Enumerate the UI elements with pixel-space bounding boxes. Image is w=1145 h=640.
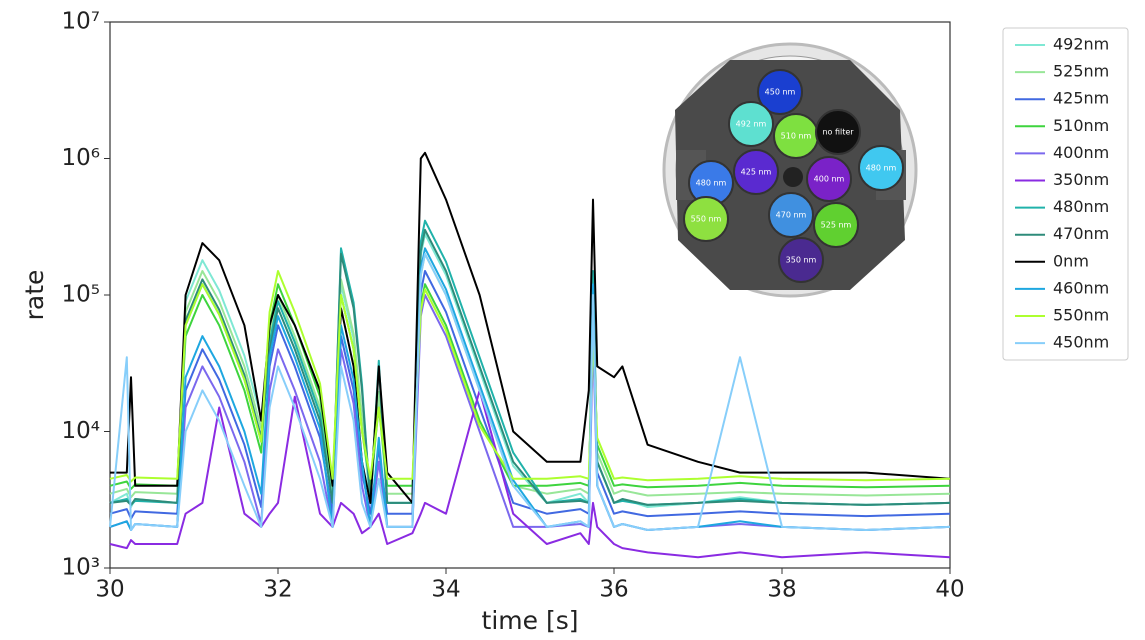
legend-label: 0nm — [1053, 251, 1089, 270]
filter — [768, 192, 814, 238]
filter-label: 425 nm — [741, 168, 772, 177]
filter — [778, 237, 824, 283]
x-tick-label: 36 — [599, 577, 628, 603]
legend-label: 350nm — [1053, 170, 1109, 189]
filter-label: no filter — [822, 128, 854, 137]
series-line — [109, 389, 951, 559]
filter-label: 510 nm — [781, 132, 812, 141]
x-tick-label: 38 — [767, 577, 796, 603]
legend-label: 550nm — [1053, 306, 1109, 325]
legend-label: 425nm — [1053, 89, 1109, 108]
legend-label: 470nm — [1053, 224, 1109, 243]
legend-label: 450nm — [1053, 333, 1109, 352]
inset-photo: 450 nm 492 nm 510 nm no filter 425 nm 400 nm 4… — [662, 42, 918, 298]
legend-label: 460nm — [1053, 278, 1109, 297]
filter — [858, 145, 904, 191]
y-tick-label: 10³ — [62, 555, 101, 581]
filter — [813, 202, 859, 248]
filter-label: 480 nm — [696, 179, 727, 188]
filter-label: 525 nm — [821, 221, 852, 230]
plot-area — [109, 21, 951, 569]
x-tick-label: 32 — [263, 577, 292, 603]
legend — [1002, 27, 1129, 361]
legend-label: 492nm — [1053, 35, 1109, 54]
x-axis-label: time [s] — [482, 606, 579, 635]
series-line — [110, 151, 951, 504]
filter-label: 492 nm — [736, 120, 767, 129]
y-tick-label: 10⁴ — [62, 418, 101, 444]
filter-label: 400 nm — [814, 175, 845, 184]
filter — [728, 101, 774, 147]
x-tick-label: 34 — [431, 577, 460, 603]
filter-label: 550 nm — [691, 215, 722, 224]
x-tick-label: 40 — [935, 577, 964, 603]
y-axis-label: rate — [20, 270, 49, 321]
series-line — [109, 252, 951, 531]
series-line — [109, 283, 951, 490]
filter — [806, 156, 852, 202]
legend-label: 510nm — [1053, 116, 1109, 135]
filter-label: 470 nm — [776, 211, 807, 220]
filter-label: 350 nm — [786, 256, 817, 265]
y-tick-label: 10⁶ — [62, 145, 101, 171]
filter — [757, 69, 803, 115]
legend-label: 480nm — [1053, 197, 1109, 216]
x-tick-label: 30 — [95, 577, 124, 603]
filter — [815, 109, 861, 155]
filter — [683, 196, 729, 242]
y-tick-label: 10⁷ — [62, 9, 101, 35]
series-line — [109, 270, 951, 483]
legend-label: 525nm — [1053, 62, 1109, 81]
filter — [733, 149, 779, 195]
y-tick-label: 10⁵ — [62, 282, 101, 308]
filter-label: 450 nm — [765, 88, 796, 97]
legend-label: 400nm — [1053, 143, 1109, 162]
filter-label: 480 nm — [866, 164, 897, 173]
